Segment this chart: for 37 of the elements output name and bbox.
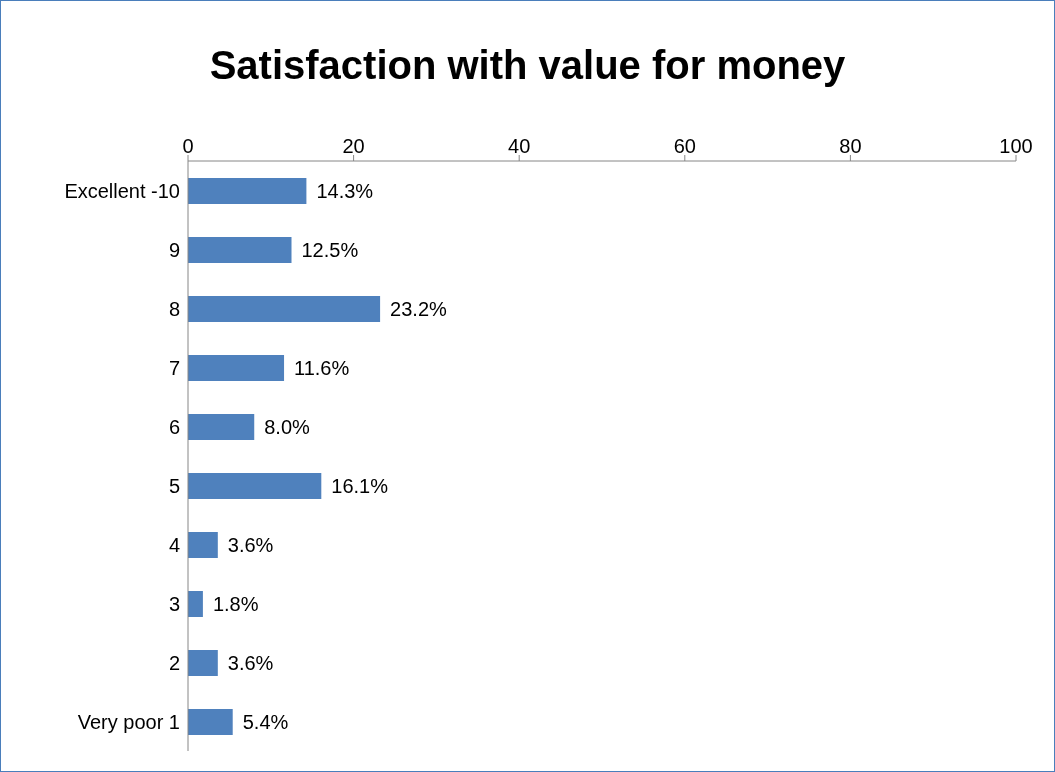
bar [188,355,285,381]
y-tick-label: Excellent -10 [64,179,180,202]
bar [188,178,307,204]
bar [188,650,218,676]
bar [188,414,255,440]
x-tick-label: 80 [839,135,862,157]
y-tick-label: 4 [168,533,180,556]
y-tick-label: Very poor 1 [77,710,180,733]
x-tick-label: 40 [508,135,531,157]
y-tick-label: 9 [168,238,180,261]
bar [188,591,203,617]
data-label: 16.1% [331,475,389,498]
data-label: 8.0% [264,416,311,439]
data-label: 1.8% [212,593,259,616]
y-tick-label: 6 [168,415,180,438]
bar [188,473,322,499]
data-label: 11.6% [294,357,350,380]
x-tick-label: 20 [342,135,365,157]
data-label: 23.2% [390,298,448,321]
y-tick-label: 2 [168,651,180,674]
bar [188,296,381,322]
y-tick-label: 3 [168,592,180,615]
x-tick-label: 100 [999,135,1033,157]
bar [188,532,218,558]
data-label: 14.3% [316,180,374,203]
bar [188,237,292,263]
x-tick-label: 60 [673,135,696,157]
chart-title: Satisfaction with value for money [208,42,847,89]
y-tick-label: 5 [168,474,180,497]
bar [188,709,233,735]
y-tick-label: 7 [168,356,180,379]
x-tick-label: 0 [182,135,194,157]
data-label: 3.6% [227,534,274,557]
data-label: 3.6% [227,652,274,675]
y-tick-label: 8 [168,297,180,320]
data-label: 12.5% [301,239,359,262]
data-label: 5.4% [242,711,289,734]
